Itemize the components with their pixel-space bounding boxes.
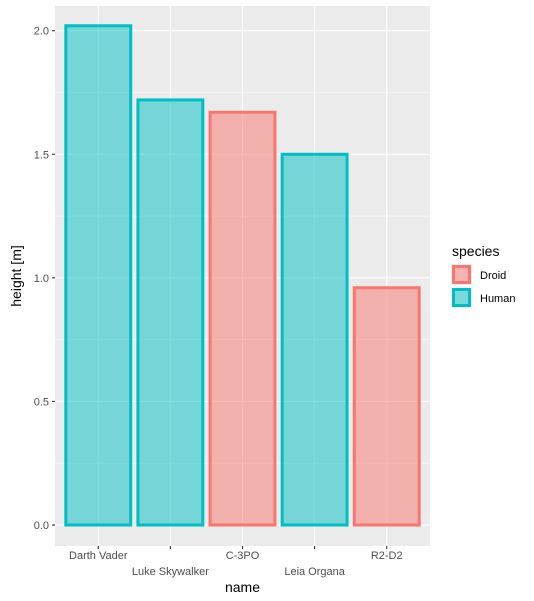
bar-leia-organa: [280, 152, 349, 527]
bar-luke-skywalker: [136, 98, 205, 527]
x-axis: Darth Vader Luke Skywalker C-3PO Leia Organ…: [69, 546, 403, 578]
y-tick-label: 0.0: [34, 520, 49, 532]
legend: species Droid Human: [451, 243, 515, 308]
bar-darth-vader: [64, 24, 133, 527]
x-tick-label: R2-D2: [371, 550, 403, 562]
bars: [64, 24, 421, 527]
x-tick-label: Darth Vader: [69, 550, 128, 562]
y-axis: 0.0 0.5 1.0 1.5 2.0: [34, 26, 55, 532]
legend-label-droid: Droid: [480, 270, 506, 282]
bar-r2-d2: [352, 286, 421, 527]
bar-c-3po: [208, 110, 277, 527]
y-tick-label: 1.0: [34, 273, 49, 285]
legend-label-human: Human: [480, 293, 515, 305]
x-tick-label: Luke Skywalker: [132, 566, 209, 578]
legend-title: species: [452, 243, 499, 259]
legend-key-droid: [452, 265, 471, 284]
x-tick-label: C-3PO: [226, 550, 260, 562]
x-tick-label: Leia Organa: [284, 566, 345, 578]
y-tick-label: 2.0: [34, 26, 49, 38]
legend-key-human: [452, 288, 471, 307]
y-axis-title: height [m]: [8, 245, 24, 306]
x-axis-title: name: [225, 579, 260, 595]
y-tick-label: 0.5: [34, 396, 49, 408]
y-tick-label: 1.5: [34, 149, 49, 161]
